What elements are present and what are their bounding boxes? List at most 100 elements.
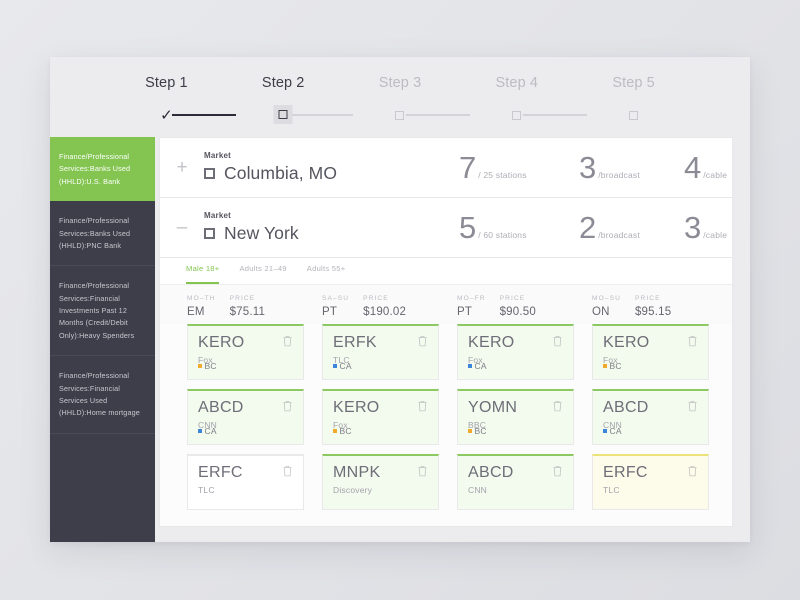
daypart-key: MO–FR <box>457 295 486 302</box>
station-callsign: YOMN <box>468 399 518 416</box>
tab-adults-21-49[interactable]: Adults 21–49 <box>239 264 287 273</box>
station-card[interactable]: ABCD CNN CA <box>187 389 304 445</box>
station-callsign: KERO <box>603 334 650 351</box>
station-callsign: KERO <box>468 334 515 351</box>
trash-icon[interactable] <box>687 465 698 477</box>
station-identity: KERO Fox <box>333 400 380 431</box>
stat-stations: 7 / 25 stations <box>459 152 579 183</box>
price-key: PRICE <box>499 295 526 302</box>
sidebar-item-us-bank[interactable]: Finance/Professional Services:Banks Used… <box>50 137 155 202</box>
segment-sidebar: Finance/Professional Services:Banks Used… <box>50 137 155 542</box>
step-label-3[interactable]: Step 3 <box>378 75 422 91</box>
station-card[interactable]: YOMN BBC BC <box>457 389 574 445</box>
trash-icon[interactable] <box>552 465 563 477</box>
collapse-market-icon[interactable]: – <box>176 217 188 238</box>
station-column-4: KERO Fox BC <box>583 324 718 519</box>
market-kicker: Market <box>204 211 231 220</box>
column-header-3: MO–FR PT PRICE $90.50 <box>448 295 583 318</box>
expand-market-icon[interactable]: + <box>176 157 188 178</box>
stat-cable-label: /cable <box>703 170 728 180</box>
card-top: KERO Fox <box>468 335 563 365</box>
square-icon <box>623 104 645 126</box>
trash-icon[interactable] <box>417 465 428 477</box>
stat-broadcast-value: 3 <box>579 150 597 185</box>
station-card[interactable]: ABCD CNN CA <box>592 389 709 445</box>
trash-icon[interactable] <box>282 465 293 477</box>
station-card[interactable]: ERFC TLC <box>592 454 709 510</box>
stat-cable-value: 4 <box>684 150 702 185</box>
station-network: BBC <box>468 420 487 430</box>
trash-icon[interactable] <box>282 400 293 412</box>
station-badge: BC <box>198 361 217 371</box>
card-top: KERO Fox <box>603 335 698 365</box>
badge-label: BC <box>474 426 487 436</box>
step-node-row: ✓ <box>108 104 692 126</box>
stat-broadcast-label: /broadcast <box>598 170 640 180</box>
trash-icon[interactable] <box>687 400 698 412</box>
badge-label: CA <box>474 361 487 371</box>
daypart-group: MO–TH EM <box>187 295 216 318</box>
market-name: Columbia, MO <box>224 163 338 183</box>
badge-dot-icon <box>603 364 607 368</box>
station-card[interactable]: KERO Fox BC <box>187 324 304 380</box>
station-card[interactable]: KERO Fox BC <box>592 324 709 380</box>
audience-tabs: Male 18+ Adults 21–49 Adults 55+ <box>160 258 732 285</box>
main-body: Finance/Professional Services:Banks Used… <box>50 137 750 542</box>
tab-adults-55-plus[interactable]: Adults 55+ <box>306 264 346 273</box>
sidebar-item-home-mortgage[interactable]: Finance/Professional Services:Financial … <box>50 356 155 434</box>
market-kicker: Market <box>204 151 231 160</box>
step-label-2[interactable]: Step 2 <box>261 75 305 91</box>
stat-broadcast-label: /broadcast <box>598 230 640 240</box>
station-badge: CA <box>333 361 352 371</box>
trash-icon[interactable] <box>552 400 563 412</box>
station-card[interactable]: MNPK Discovery <box>322 454 439 510</box>
station-card[interactable]: ABCD CNN <box>457 454 574 510</box>
station-card[interactable]: KERO Fox BC <box>322 389 439 445</box>
trash-icon[interactable] <box>417 400 428 412</box>
trash-icon[interactable] <box>417 335 428 347</box>
station-identity: ERFC TLC <box>198 465 243 496</box>
step-connector-2-3 <box>289 114 354 116</box>
station-identity: ABCD CNN <box>603 400 649 431</box>
station-callsign: ABCD <box>468 464 514 481</box>
trash-icon[interactable] <box>687 335 698 347</box>
stat-broadcast: 3 /broadcast <box>579 152 684 183</box>
card-top: YOMN BBC <box>468 400 563 430</box>
station-card[interactable]: KERO Fox CA <box>457 324 574 380</box>
station-card[interactable]: ERFC TLC <box>187 454 304 510</box>
badge-dot-icon <box>468 429 472 433</box>
station-identity: ABCD CNN <box>198 400 244 431</box>
step-label-1[interactable]: Step 1 <box>145 75 188 91</box>
market-row-new-york[interactable]: – Market New York 5 / 60 stations 2 <box>159 198 733 258</box>
step-track: ✓ <box>108 104 692 126</box>
daypart-value: ON <box>592 306 610 318</box>
step-node-3[interactable] <box>342 104 459 126</box>
station-identity: KERO Fox <box>603 334 650 366</box>
stat-stations-value: 7 <box>459 150 477 185</box>
sidebar-item-heavy-spenders[interactable]: Finance/Professional Services:Financial … <box>50 266 155 357</box>
market-row-columbia[interactable]: + Market Columbia, MO 7 / 25 stations 3 <box>159 137 733 198</box>
tab-male-18-plus[interactable]: Male 18+ <box>186 264 220 284</box>
price-key: PRICE <box>229 295 256 302</box>
card-top: KERO Fox <box>198 335 293 365</box>
market-name-row: New York <box>204 223 459 244</box>
card-top: KERO Fox <box>333 400 428 430</box>
content-area: + Market Columbia, MO 7 / 25 stations 3 <box>155 137 750 542</box>
step-label-5[interactable]: Step 5 <box>612 75 655 91</box>
price-key: PRICE <box>363 295 389 302</box>
trash-icon[interactable] <box>552 335 563 347</box>
step-node-1[interactable]: ✓ <box>108 104 225 126</box>
sidebar-item-pnc-bank[interactable]: Finance/Professional Services:Banks Used… <box>50 201 155 267</box>
card-top: ERFK TLC <box>333 335 428 365</box>
step-label-4[interactable]: Step 4 <box>495 75 539 91</box>
step-node-4[interactable] <box>458 104 575 126</box>
card-top: ERFC TLC <box>603 465 698 495</box>
stat-stations-value: 5 <box>459 210 477 245</box>
station-card[interactable]: ERFK TLC CA <box>322 324 439 380</box>
price-value: $95.15 <box>634 306 672 318</box>
stat-cable: 3 /cable <box>684 212 750 243</box>
step-node-5[interactable] <box>575 104 692 126</box>
daypart-value: PT <box>457 306 473 318</box>
trash-icon[interactable] <box>282 335 293 347</box>
step-node-2[interactable] <box>225 104 342 126</box>
